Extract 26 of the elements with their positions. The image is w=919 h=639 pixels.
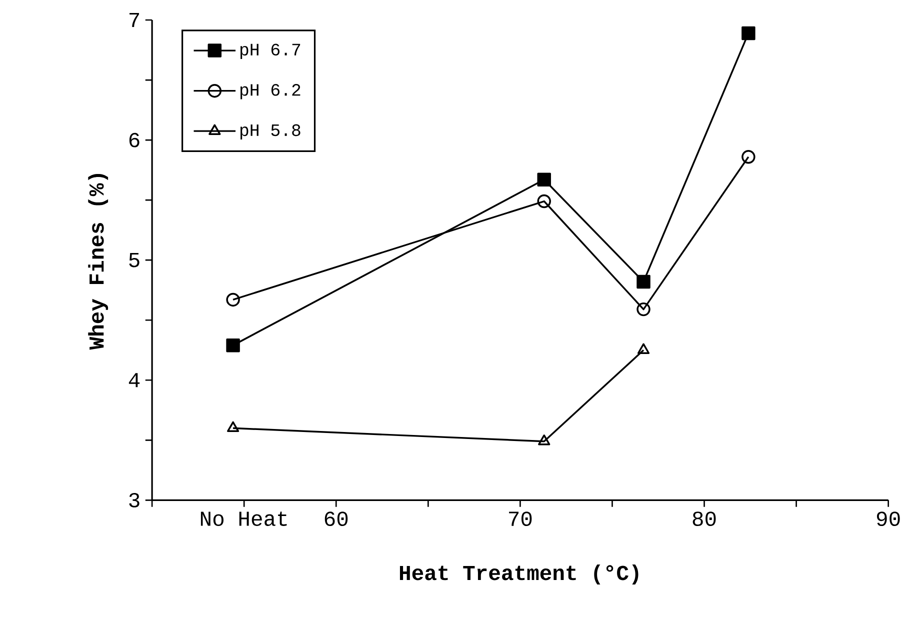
x-axis-title: Heat Treatment (°C) [400, 564, 638, 584]
y-axis-title: Whey Fines (%) [88, 174, 108, 350]
x-tick-label: No Heat [200, 512, 287, 526]
legend-label: pH 6.2 [240, 84, 300, 100]
y-tick-label: 4 [128, 373, 140, 388]
x-tick-label: 90 [876, 512, 900, 526]
point [742, 150, 756, 164]
y-tick-label: 7 [130, 13, 139, 28]
point [226, 338, 240, 352]
y-tick-label: 6 [129, 132, 140, 148]
point [226, 292, 240, 307]
point [226, 421, 240, 432]
legend-label: pH 6.7 [240, 44, 300, 59]
point [637, 343, 650, 354]
x-tick-label: 80 [692, 512, 716, 526]
y-tick-label: 5 [129, 253, 140, 268]
x-tick-label: 70 [509, 512, 532, 526]
point [538, 434, 550, 446]
point [537, 194, 551, 208]
point [636, 302, 650, 316]
legend-label: pH 5.8 [240, 124, 300, 140]
point [636, 274, 650, 289]
x-tick-label: 60 [324, 512, 348, 526]
point [742, 26, 756, 40]
point [537, 172, 551, 187]
y-tick-label: 3 [129, 492, 140, 508]
